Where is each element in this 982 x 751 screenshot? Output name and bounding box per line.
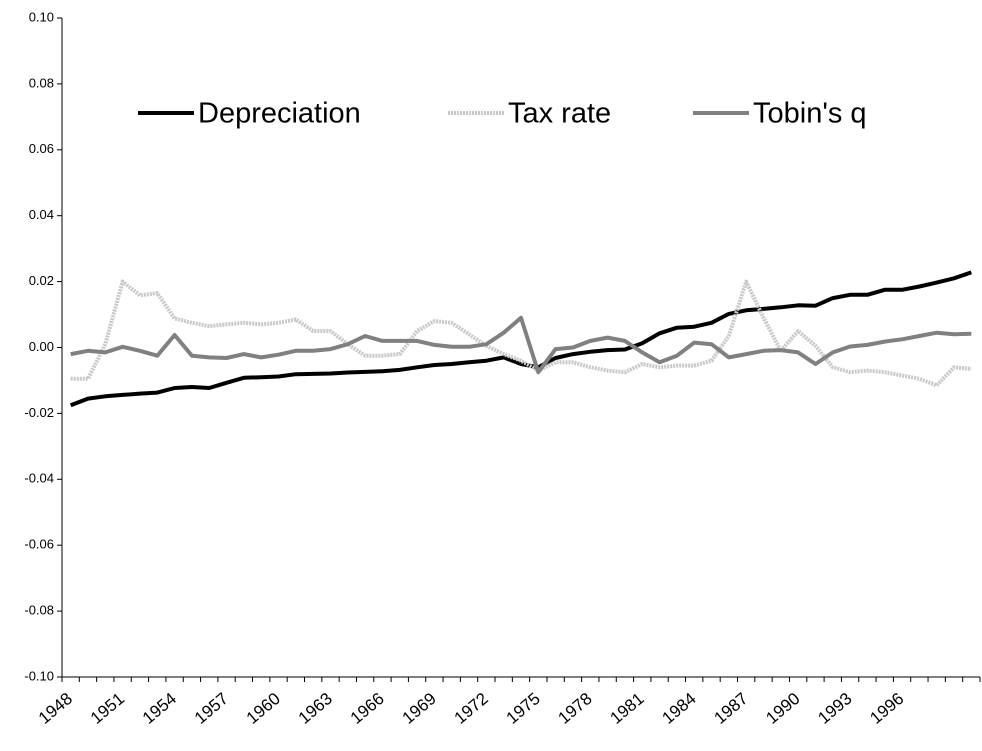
series-line — [69, 270, 972, 408]
x-tick-label: 1960 — [243, 689, 284, 728]
x-tick-label: 1981 — [607, 689, 648, 728]
x-tick-label: 1948 — [35, 689, 76, 728]
y-tick-label: 0.00 — [29, 339, 54, 354]
x-tick-label: 1969 — [399, 689, 440, 728]
y-tick-label: -0.08 — [24, 603, 54, 618]
x-tick-label: 1975 — [503, 689, 544, 728]
y-tick-label: 0.04 — [29, 207, 54, 222]
y-tick-label: -0.10 — [24, 668, 54, 683]
y-tick-label: -0.04 — [24, 471, 54, 486]
x-tick-label: 1963 — [295, 689, 336, 728]
x-tick-label: 1954 — [139, 689, 180, 728]
x-tick-label: 1987 — [710, 689, 751, 728]
x-tick-label: 1951 — [87, 689, 128, 728]
x-tick-label: 1978 — [555, 689, 596, 728]
y-tick-label: 0.10 — [29, 9, 54, 24]
x-tick-label: 1993 — [814, 689, 855, 728]
y-tick-label: -0.02 — [24, 405, 54, 420]
x-tick-label: 1990 — [762, 689, 803, 728]
legend-label: Depreciation — [198, 98, 361, 130]
x-tick-label: 1957 — [191, 689, 232, 728]
series-line — [70, 279, 972, 388]
y-tick-label: 0.08 — [29, 75, 54, 90]
x-tick-label: 1984 — [658, 689, 699, 728]
x-tick-label: 1972 — [451, 689, 492, 728]
x-tick-label: 1966 — [347, 689, 388, 728]
series-line — [70, 315, 972, 375]
y-tick-label: 0.06 — [29, 141, 54, 156]
y-tick-label: 0.02 — [29, 273, 54, 288]
y-tick-label: -0.06 — [24, 537, 54, 552]
legend-label: Tax rate — [508, 98, 611, 130]
x-tick-label: 1996 — [866, 689, 907, 728]
legend-label: Tobin's q — [753, 98, 867, 130]
